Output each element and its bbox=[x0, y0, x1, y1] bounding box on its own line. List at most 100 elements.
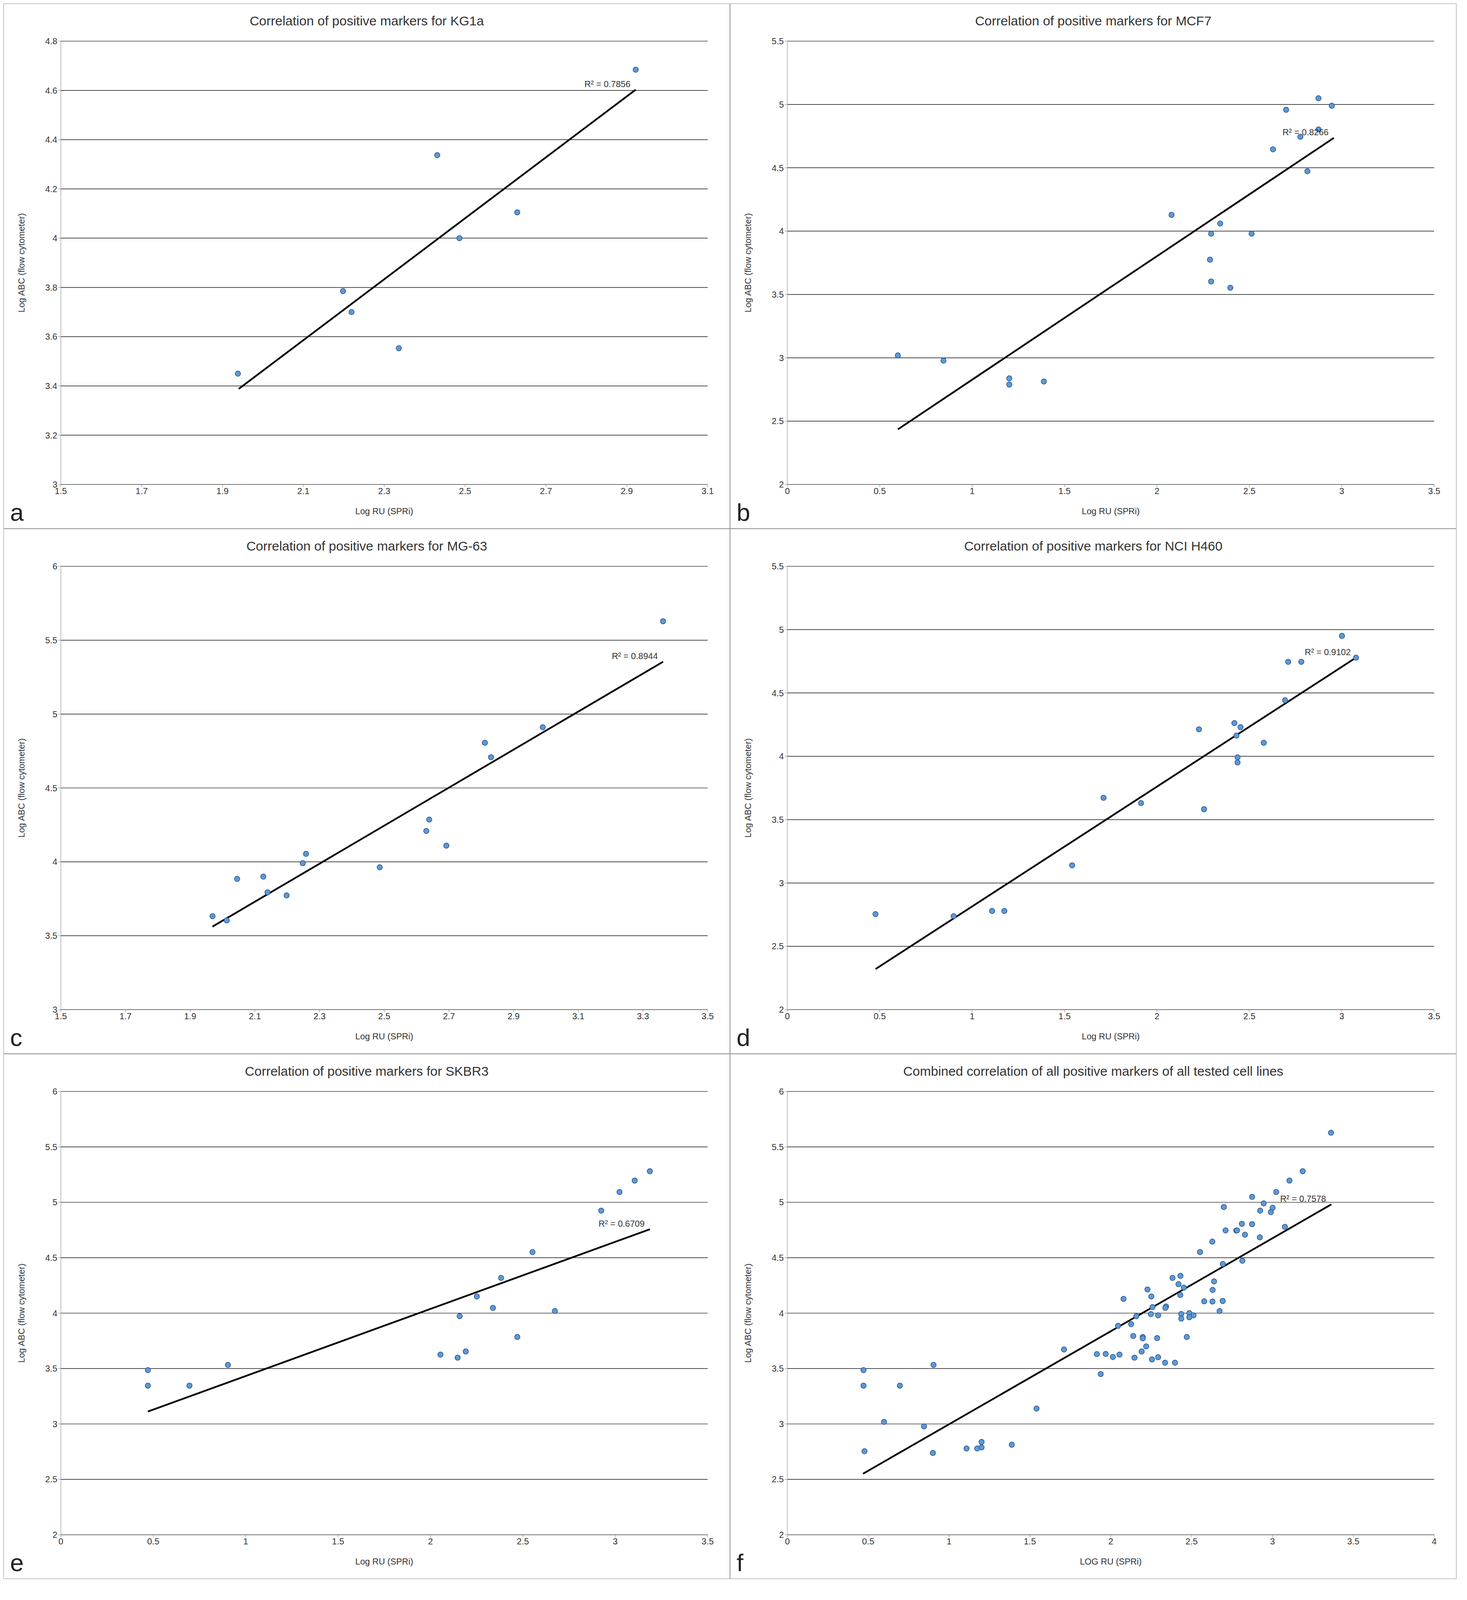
svg-text:Log ABC (flow cytometer): Log ABC (flow cytometer) bbox=[16, 1263, 27, 1363]
svg-text:1: 1 bbox=[946, 1536, 952, 1547]
svg-text:4: 4 bbox=[779, 751, 784, 762]
svg-text:3: 3 bbox=[52, 479, 58, 490]
svg-text:0: 0 bbox=[784, 486, 790, 496]
svg-text:4.6: 4.6 bbox=[45, 85, 58, 96]
svg-text:2.7: 2.7 bbox=[540, 486, 553, 496]
svg-text:3.2: 3.2 bbox=[45, 430, 58, 441]
svg-text:2: 2 bbox=[779, 479, 784, 490]
svg-text:3.5: 3.5 bbox=[771, 814, 784, 825]
svg-text:2.9: 2.9 bbox=[507, 1011, 520, 1022]
svg-text:R² = 0.7856: R² = 0.7856 bbox=[584, 79, 631, 89]
svg-text:0.5: 0.5 bbox=[873, 1011, 886, 1022]
svg-text:Log ABC (flow cytometer): Log ABC (flow cytometer) bbox=[16, 738, 27, 838]
svg-text:2: 2 bbox=[1154, 1011, 1160, 1022]
svg-text:1.7: 1.7 bbox=[119, 1011, 132, 1022]
svg-text:3.8: 3.8 bbox=[45, 282, 58, 293]
svg-text:2.7: 2.7 bbox=[442, 1011, 456, 1022]
svg-text:4: 4 bbox=[52, 1308, 58, 1319]
svg-text:5.5: 5.5 bbox=[45, 635, 58, 646]
svg-text:1.7: 1.7 bbox=[135, 486, 148, 496]
svg-text:2.5: 2.5 bbox=[516, 1536, 530, 1547]
svg-text:2.5: 2.5 bbox=[771, 941, 784, 952]
svg-text:3.5: 3.5 bbox=[771, 289, 784, 300]
svg-text:4: 4 bbox=[779, 1308, 784, 1319]
svg-text:R² = 0.6709: R² = 0.6709 bbox=[598, 1218, 645, 1229]
svg-text:R² = 0.8266: R² = 0.8266 bbox=[1282, 127, 1329, 137]
svg-text:2: 2 bbox=[1154, 486, 1160, 496]
svg-text:5.5: 5.5 bbox=[771, 36, 784, 46]
svg-text:Log RU (SPRi): Log RU (SPRi) bbox=[355, 506, 414, 516]
svg-text:4: 4 bbox=[52, 856, 58, 867]
svg-text:5.5: 5.5 bbox=[771, 1142, 784, 1152]
svg-text:Log RU (SPRi): Log RU (SPRi) bbox=[1081, 1031, 1140, 1042]
svg-text:3.5: 3.5 bbox=[701, 1536, 714, 1547]
svg-text:1: 1 bbox=[243, 1536, 249, 1547]
svg-text:3.4: 3.4 bbox=[45, 381, 58, 391]
svg-text:1: 1 bbox=[969, 1011, 975, 1022]
svg-text:R² = 0.7578: R² = 0.7578 bbox=[1280, 1193, 1327, 1204]
svg-text:4.5: 4.5 bbox=[45, 783, 58, 794]
svg-text:0: 0 bbox=[58, 1536, 64, 1547]
svg-text:1.5: 1.5 bbox=[1058, 486, 1071, 496]
svg-text:1.5: 1.5 bbox=[1058, 1011, 1071, 1022]
svg-text:3.1: 3.1 bbox=[701, 486, 714, 496]
svg-text:2: 2 bbox=[428, 1536, 433, 1547]
svg-text:LOG RU (SPRi): LOG RU (SPRi) bbox=[1079, 1556, 1142, 1567]
svg-text:3: 3 bbox=[52, 1004, 58, 1015]
svg-text:2.3: 2.3 bbox=[313, 1011, 326, 1022]
svg-text:3.3: 3.3 bbox=[636, 1011, 650, 1022]
svg-text:3.1: 3.1 bbox=[572, 1011, 585, 1022]
svg-text:3.5: 3.5 bbox=[45, 930, 58, 941]
svg-text:4.5: 4.5 bbox=[771, 1252, 784, 1263]
svg-text:2.3: 2.3 bbox=[378, 486, 391, 496]
svg-text:3.6: 3.6 bbox=[45, 331, 58, 342]
svg-text:1.5: 1.5 bbox=[1023, 1536, 1036, 1547]
svg-text:Log RU (SPRi): Log RU (SPRi) bbox=[355, 1031, 414, 1042]
svg-text:3: 3 bbox=[779, 353, 784, 363]
svg-text:4.2: 4.2 bbox=[45, 184, 58, 194]
svg-text:0.5: 0.5 bbox=[873, 486, 886, 496]
svg-text:Log ABC (flow cytometer): Log ABC (flow cytometer) bbox=[743, 1263, 753, 1363]
svg-text:1: 1 bbox=[969, 486, 975, 496]
svg-text:6: 6 bbox=[52, 561, 58, 572]
svg-text:2.1: 2.1 bbox=[248, 1011, 261, 1022]
svg-text:4.5: 4.5 bbox=[45, 1252, 58, 1263]
svg-text:4: 4 bbox=[1431, 1536, 1437, 1547]
svg-text:Log ABC (flow cytometer): Log ABC (flow cytometer) bbox=[743, 213, 753, 313]
svg-text:0: 0 bbox=[784, 1011, 790, 1022]
svg-text:3.5: 3.5 bbox=[701, 1011, 714, 1022]
svg-text:4.8: 4.8 bbox=[45, 36, 58, 46]
svg-text:2.5: 2.5 bbox=[459, 486, 472, 496]
svg-text:5.5: 5.5 bbox=[771, 561, 784, 572]
svg-text:2.5: 2.5 bbox=[378, 1011, 391, 1022]
svg-text:4: 4 bbox=[779, 226, 784, 236]
svg-text:Log ABC (flow cytometer): Log ABC (flow cytometer) bbox=[743, 738, 753, 838]
svg-text:5: 5 bbox=[52, 709, 58, 720]
svg-text:3: 3 bbox=[612, 1536, 618, 1547]
svg-text:R² = 0.9102: R² = 0.9102 bbox=[1304, 647, 1351, 657]
svg-text:3: 3 bbox=[1270, 1536, 1275, 1547]
svg-text:2.5: 2.5 bbox=[771, 1474, 784, 1485]
svg-text:Log RU (SPRi): Log RU (SPRi) bbox=[1081, 506, 1140, 516]
svg-text:5: 5 bbox=[779, 1197, 784, 1208]
svg-text:3: 3 bbox=[779, 878, 784, 888]
svg-text:2: 2 bbox=[1108, 1536, 1113, 1547]
svg-text:3.5: 3.5 bbox=[45, 1363, 58, 1374]
svg-text:3: 3 bbox=[1339, 486, 1345, 496]
svg-text:3: 3 bbox=[779, 1419, 784, 1429]
svg-text:2.5: 2.5 bbox=[45, 1474, 58, 1485]
svg-text:5: 5 bbox=[779, 99, 784, 110]
svg-text:1.5: 1.5 bbox=[332, 1536, 345, 1547]
svg-text:1.9: 1.9 bbox=[184, 1011, 197, 1022]
svg-text:5.5: 5.5 bbox=[45, 1142, 58, 1152]
svg-text:2: 2 bbox=[779, 1530, 784, 1540]
svg-text:6: 6 bbox=[779, 1086, 784, 1097]
svg-text:3.5: 3.5 bbox=[1428, 486, 1441, 496]
svg-text:2.5: 2.5 bbox=[1243, 486, 1256, 496]
svg-text:2.1: 2.1 bbox=[297, 486, 310, 496]
svg-text:Log ABC (flow cytometer): Log ABC (flow cytometer) bbox=[16, 213, 27, 313]
svg-text:3: 3 bbox=[52, 1419, 58, 1429]
svg-text:0.5: 0.5 bbox=[862, 1536, 875, 1547]
svg-text:3.5: 3.5 bbox=[1347, 1536, 1360, 1547]
svg-text:Log RU (SPRi): Log RU (SPRi) bbox=[355, 1556, 414, 1567]
